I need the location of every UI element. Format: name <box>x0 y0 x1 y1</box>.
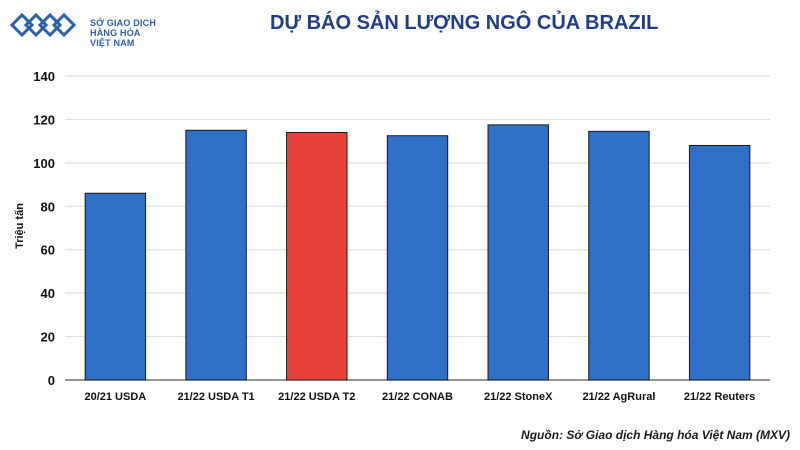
bar <box>688 144 751 381</box>
chart-title: DỰ BÁO SẢN LƯỢNG NGÔ CỦA BRAZIL <box>270 12 659 34</box>
y-tick-labels: 0 20 40 60 80 100 120 140 <box>33 69 55 388</box>
bar <box>588 130 650 381</box>
bars <box>84 124 751 381</box>
x-tick-label: 21/22 AgRural <box>582 391 655 403</box>
y-tick-label: 80 <box>41 199 55 214</box>
bar <box>286 131 348 381</box>
logo-line-1: SỞ GIAO DỊCH <box>90 18 157 28</box>
y-tick-label: 20 <box>41 330 55 345</box>
y-tick-label: 140 <box>33 69 55 84</box>
bar <box>386 135 449 381</box>
bar <box>185 129 247 381</box>
y-tick-label: 120 <box>33 112 55 127</box>
bar <box>84 192 147 381</box>
x-tick-label: 21/22 StoneX <box>484 391 553 403</box>
x-tick-label: 20/21 USDA <box>84 391 146 403</box>
logo-text: SỞ GIAO DỊCH HÀNG HÓA VIỆT NAM <box>90 18 156 48</box>
logo-line-3: VIỆT NAM <box>90 38 135 48</box>
logo: SỞ GIAO DỊCH HÀNG HÓA VIỆT NAM <box>9 8 210 48</box>
x-tick-label: 21/22 Reuters <box>684 391 756 403</box>
y-tick-label: 100 <box>33 156 55 171</box>
x-tick-labels: 20/21 USDA 21/22 USDA T1 21/22 USDA T2 21/2… <box>84 391 755 403</box>
x-tick-label: 21/22 USDA T2 <box>278 391 355 403</box>
y-tick-label: 40 <box>41 286 55 301</box>
logo-line-2: HÀNG HÓA <box>90 28 141 38</box>
source-note: Nguồn: Sở Giao dịch Hàng hóa Việt Nam (M… <box>521 428 790 442</box>
bar <box>487 124 549 381</box>
logo-mark-icon <box>9 12 77 38</box>
x-tick-label: 21/22 USDA T1 <box>177 391 254 403</box>
y-tick-label: 60 <box>41 243 55 258</box>
x-tick-label: 21/22 CONAB <box>382 391 453 403</box>
y-tick-label: 0 <box>48 373 55 388</box>
